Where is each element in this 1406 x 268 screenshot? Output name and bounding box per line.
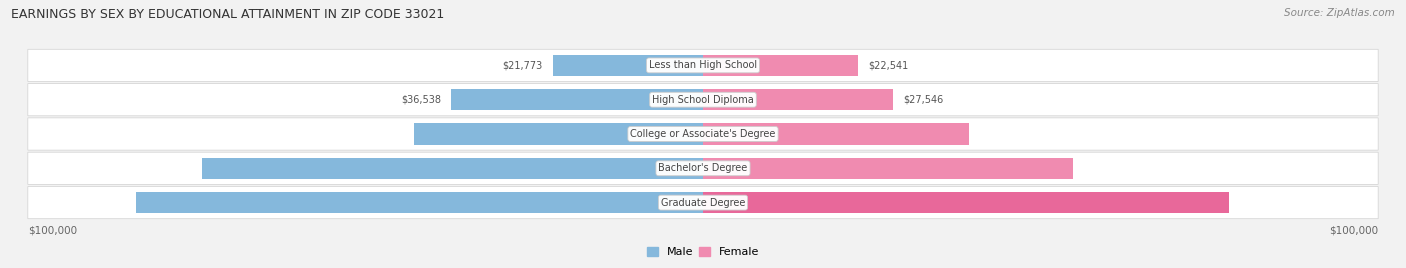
Text: $38,617: $38,617 (1320, 129, 1364, 139)
Legend: Male, Female: Male, Female (647, 247, 759, 257)
FancyBboxPatch shape (28, 49, 1378, 81)
Text: High School Diploma: High School Diploma (652, 95, 754, 105)
Bar (703, 123, 969, 145)
Text: $53,750: $53,750 (1320, 163, 1364, 173)
FancyBboxPatch shape (28, 187, 1378, 219)
Bar (703, 192, 1229, 213)
FancyBboxPatch shape (28, 152, 1378, 184)
Bar (703, 158, 1073, 179)
Text: $76,373: $76,373 (1320, 198, 1364, 208)
Bar (703, 89, 893, 110)
Text: $82,242: $82,242 (42, 198, 86, 208)
Text: $72,682: $72,682 (42, 163, 86, 173)
Text: Graduate Degree: Graduate Degree (661, 198, 745, 208)
Text: Bachelor's Degree: Bachelor's Degree (658, 163, 748, 173)
Text: $22,541: $22,541 (869, 60, 908, 70)
Bar (136, 192, 703, 213)
Text: $41,995: $41,995 (42, 129, 86, 139)
Text: $100,000: $100,000 (1329, 226, 1378, 236)
Text: Source: ZipAtlas.com: Source: ZipAtlas.com (1284, 8, 1395, 18)
Text: EARNINGS BY SEX BY EDUCATIONAL ATTAINMENT IN ZIP CODE 33021: EARNINGS BY SEX BY EDUCATIONAL ATTAINMEN… (11, 8, 444, 21)
FancyBboxPatch shape (28, 118, 1378, 150)
Text: $100,000: $100,000 (28, 226, 77, 236)
Text: $21,773: $21,773 (502, 60, 543, 70)
Bar (703, 55, 858, 76)
Text: $36,538: $36,538 (401, 95, 441, 105)
Bar (202, 158, 703, 179)
Text: $27,546: $27,546 (903, 95, 943, 105)
Bar (451, 89, 703, 110)
FancyBboxPatch shape (28, 84, 1378, 116)
Text: College or Associate's Degree: College or Associate's Degree (630, 129, 776, 139)
Text: Less than High School: Less than High School (650, 60, 756, 70)
Bar (413, 123, 703, 145)
Bar (553, 55, 703, 76)
